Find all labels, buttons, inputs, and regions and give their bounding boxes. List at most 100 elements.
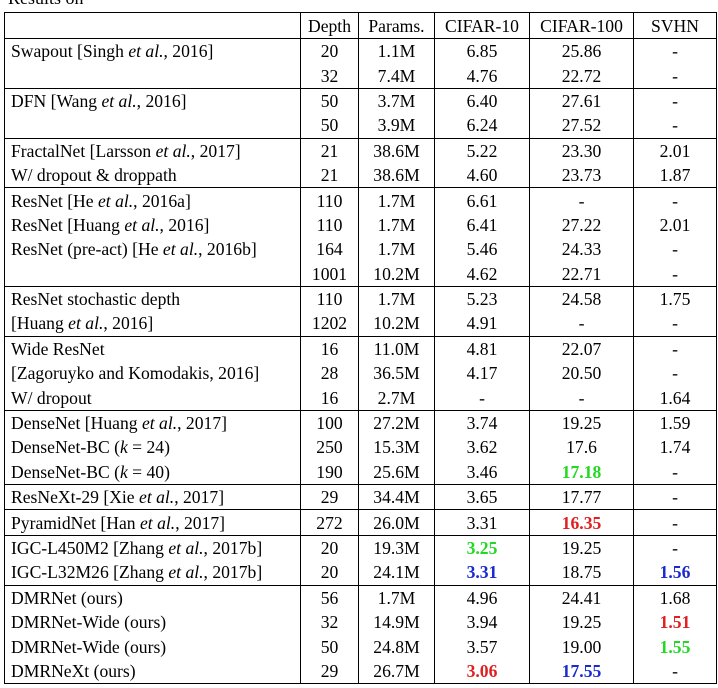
depth-cell: 1001 bbox=[300, 261, 359, 287]
cifar100-cell: 17.77 bbox=[529, 484, 634, 511]
cifar100-cell: 22.71 bbox=[529, 261, 634, 287]
method-cell: FractalNet [Larsson et al., 2017] bbox=[4, 138, 301, 163]
method-cell: ResNet stochastic depth bbox=[4, 286, 301, 312]
cifar10-cell: 6.85 bbox=[434, 38, 530, 64]
params-cell: 10.2M bbox=[358, 311, 435, 337]
row-group: ResNeXt-29 [Xie et al., 2017] 29 34.4M 3.65… bbox=[4, 484, 717, 511]
depth-cell: 190 bbox=[300, 459, 359, 486]
cifar10-cell: 3.31 bbox=[434, 560, 530, 586]
cifar100-cell: 20.50 bbox=[529, 361, 634, 386]
table-row: IGC-L32M26 [Zhang et al., 2017b] 20 24.1M 3… bbox=[4, 560, 717, 586]
depth-cell: 16 bbox=[300, 336, 359, 362]
header-method bbox=[4, 12, 301, 39]
depth-cell: 29 bbox=[300, 658, 359, 685]
method-text-part: , 2016] bbox=[136, 90, 187, 111]
depth-cell: 164 bbox=[300, 237, 359, 262]
method-text-part: W/ dropout bbox=[11, 387, 92, 408]
table-row: [Huang et al., 2016] 1202 10.2M 4.91- - bbox=[4, 311, 717, 337]
cifar10-cell: 3.57 bbox=[434, 634, 530, 659]
cifar100-cell: - bbox=[529, 311, 634, 337]
method-cell: ResNeXt-29 [Xie et al., 2017] bbox=[4, 484, 301, 511]
method-cell: DMRNet (ours) bbox=[4, 585, 301, 610]
table-row: ResNet (pre-act) [He et al., 2016b] 164 1.… bbox=[4, 237, 717, 262]
cifar100-cell: - bbox=[529, 385, 634, 411]
cifar10-cell: 3.94 bbox=[434, 609, 530, 635]
table-row: W/ dropout & droppath 21 38.6M 4.60 23.73 1.8… bbox=[4, 162, 717, 189]
method-text-part: IGC-L450M2 [Zhang bbox=[11, 538, 169, 558]
table-row: DMRNet (ours) 56 1.7M 4.96 24.41 1.68 bbox=[4, 585, 717, 610]
cifar100-cell: 17.18 bbox=[529, 459, 634, 486]
cifar10-cell: 4.17 bbox=[434, 361, 530, 386]
cifar100-cell: - bbox=[529, 187, 634, 213]
method-cell: ResNet [He et al., 2016a] bbox=[4, 187, 301, 213]
method-text-part: ResNet [He bbox=[11, 190, 98, 211]
cifar100-cell: 17.6 bbox=[529, 435, 634, 460]
method-text-part: , 2017] bbox=[174, 487, 225, 508]
row-group: FractalNet [Larsson et al., 2017] 21 38.6M… bbox=[4, 138, 717, 189]
method-text-part: ResNeXt-29 [Xie bbox=[11, 487, 140, 508]
method-italic-part: et al. bbox=[168, 562, 204, 583]
svhn-cell: 2.01 bbox=[633, 138, 717, 163]
params-cell: 1.7M bbox=[358, 187, 435, 213]
cifar10-cell: 4.62 bbox=[434, 261, 530, 287]
params-cell: 24.8M bbox=[358, 634, 435, 659]
svhn-cell: - bbox=[633, 237, 717, 262]
method-italic-part: et al. bbox=[97, 190, 134, 211]
header-svhn: SVHN bbox=[633, 12, 717, 39]
method-text-part: PyramidNet [Han bbox=[11, 512, 140, 533]
cifar10-cell: 6.40 bbox=[434, 88, 530, 114]
row-group: Wide ResNet 16 11.0M 4.81 22.07- [Zagoruyko a… bbox=[4, 336, 717, 411]
cifar100-cell: 17.55 bbox=[529, 658, 634, 685]
method-cell: IGC-L450M2 [Zhang et al., 2017b] bbox=[4, 535, 301, 561]
cifar10-cell: 3.65 bbox=[434, 484, 530, 511]
params-cell: 26.0M bbox=[358, 509, 435, 536]
results-table-wrap: Results on Depth Params. CIFAR-10 CIFAR-… bbox=[4, 0, 717, 685]
cifar10-cell: 4.81 bbox=[434, 336, 530, 362]
method-italic-part: et al. bbox=[101, 90, 137, 111]
cifar10-cell: - bbox=[434, 385, 530, 411]
svhn-cell: 1.56 bbox=[633, 560, 717, 586]
depth-cell: 110 bbox=[300, 212, 359, 238]
params-cell: 1.7M bbox=[358, 212, 435, 238]
cifar10-cell: 5.46 bbox=[434, 237, 530, 262]
params-cell: 24.1M bbox=[358, 560, 435, 586]
cifar100-cell: 16.35 bbox=[529, 509, 634, 536]
params-cell: 27.2M bbox=[358, 410, 435, 436]
method-text-part: = 24) bbox=[127, 437, 170, 458]
svhn-cell: - bbox=[633, 88, 717, 114]
params-cell: 3.9M bbox=[358, 113, 435, 139]
depth-cell: 250 bbox=[300, 435, 359, 460]
method-cell: DMRNet-Wide (ours) bbox=[4, 634, 301, 659]
method-text-part: DMRNet-Wide (ours) bbox=[11, 612, 167, 633]
method-text-part: ResNet stochastic depth bbox=[11, 289, 181, 310]
method-text-part: DenseNet-BC ( bbox=[11, 437, 120, 458]
method-cell: ResNet (pre-act) [He et al., 2016b] bbox=[4, 237, 301, 262]
header-row: Depth Params. CIFAR-10 CIFAR-100 SVHN bbox=[4, 12, 717, 39]
method-text-part: DMRNet (ours) bbox=[11, 587, 123, 608]
method-text-part: , 2017] bbox=[175, 512, 226, 533]
cifar100-cell: 27.52 bbox=[529, 113, 634, 139]
cifar10-cell: 5.23 bbox=[434, 286, 530, 312]
method-italic-part: et al. bbox=[168, 538, 204, 558]
depth-cell: 50 bbox=[300, 88, 359, 114]
row-group: DFN [Wang et al., 2016] 50 3.7M 6.40 27.61-5… bbox=[4, 88, 717, 139]
method-cell: DFN [Wang et al., 2016] bbox=[4, 88, 301, 114]
svhn-cell: - bbox=[633, 113, 717, 139]
svhn-cell: - bbox=[633, 509, 717, 536]
svhn-cell: 1.51 bbox=[633, 609, 717, 635]
method-cell: W/ dropout & droppath bbox=[4, 162, 301, 189]
table-row: DFN [Wang et al., 2016] 50 3.7M 6.40 27.61- bbox=[4, 88, 717, 114]
svhn-cell: 1.64 bbox=[633, 385, 717, 411]
svhn-cell: - bbox=[633, 535, 717, 561]
method-cell bbox=[4, 261, 301, 287]
method-cell: [Zagoruyko and Komodakis, 2016] bbox=[4, 361, 301, 386]
cifar10-cell: 3.62 bbox=[434, 435, 530, 460]
depth-cell: 100 bbox=[300, 410, 359, 436]
params-cell: 1.7M bbox=[358, 585, 435, 610]
cifar100-cell: 23.73 bbox=[529, 162, 634, 189]
depth-cell: 32 bbox=[300, 609, 359, 635]
cifar100-cell: 24.41 bbox=[529, 585, 634, 610]
method-text-part: , 2017] bbox=[177, 413, 227, 434]
params-cell: 38.6M bbox=[358, 138, 435, 163]
cifar10-cell: 5.22 bbox=[434, 138, 530, 163]
